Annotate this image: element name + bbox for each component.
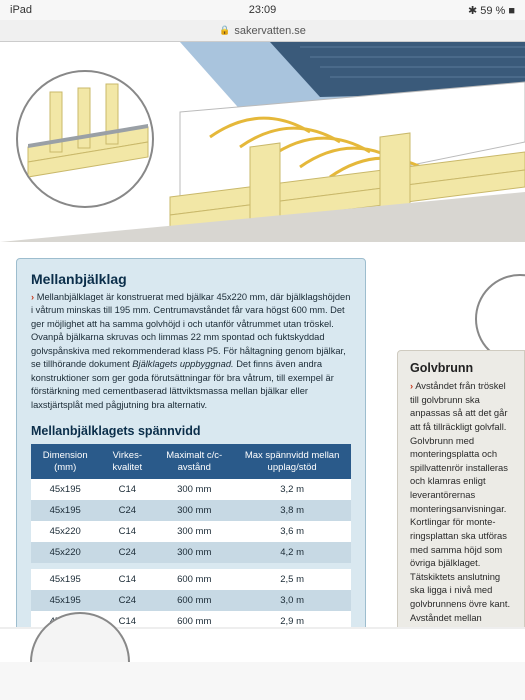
cell: 45x195 (31, 569, 99, 590)
cell: 3,0 m (233, 590, 351, 611)
battery: ✱ 59 % ■ (468, 4, 515, 17)
table-row: 45x195C24600 mm3,0 m (31, 590, 351, 611)
cell: 300 mm (155, 542, 233, 563)
cell: 300 mm (155, 479, 233, 500)
cell: 600 mm (155, 590, 233, 611)
cell: C14 (99, 569, 155, 590)
cell: 2,5 m (233, 569, 351, 590)
cell: C14 (99, 479, 155, 500)
cell: 300 mm (155, 521, 233, 542)
article-title: Mellanbjälklag (31, 271, 351, 287)
url-host: sakervatten.se (234, 25, 306, 37)
cell: 45x195 (31, 500, 99, 521)
document-page: under innerväggens regel. (0, 42, 525, 662)
cell: C24 (99, 500, 155, 521)
article-mellanbjalklag: Mellanbjälklag › Mellanbjälklaget är kon… (16, 258, 366, 662)
table-row: 45x195C14600 mm2,5 m (31, 569, 351, 590)
cell: 3,8 m (233, 500, 351, 521)
cell: 3,6 m (233, 521, 351, 542)
article-body: › Mellanbjälklaget är konstruerat med bj… (31, 291, 351, 412)
cell: 45x195 (31, 590, 99, 611)
cell: 45x195 (31, 479, 99, 500)
cell: 300 mm (155, 500, 233, 521)
cell: 4,2 m (233, 542, 351, 563)
col-header: Virkes-kvalitet (99, 444, 155, 479)
table-row: 45x195C14300 mm3,2 m (31, 479, 351, 500)
cell: 45x220 (31, 521, 99, 542)
cell: C24 (99, 590, 155, 611)
battery-pct: 59 % (480, 5, 505, 17)
cell: C24 (99, 542, 155, 563)
lock-icon: 🔒 (219, 25, 230, 36)
chevron-icon: › (410, 380, 413, 391)
cell: 45x220 (31, 542, 99, 563)
col-header: Dimension (mm) (31, 444, 99, 479)
cell: C14 (99, 521, 155, 542)
bt-icon: ✱ (468, 5, 477, 17)
status-bar: iPad 23:09 ✱ 59 % ■ (0, 0, 525, 20)
col-header: Max spännvidd mellan upplag/stöd (233, 444, 351, 479)
sidebar-golvbrunn: Golvbrunn › Avståndet från tröskel till … (397, 350, 525, 662)
detail-circle-top (16, 70, 154, 208)
chevron-icon: › (31, 292, 34, 302)
cell: 3,2 m (233, 479, 351, 500)
table-row: 45x220C24300 mm4,2 m (31, 542, 351, 563)
url-bar[interactable]: 🔒 sakervatten.se (0, 20, 525, 42)
clock: 23:09 (249, 4, 277, 16)
table-heading: Mellanbjälklagets spännvidd (31, 424, 351, 438)
col-header: Maximalt c/c-avstånd (155, 444, 233, 479)
table-row: 45x220C14300 mm3,6 m (31, 521, 351, 542)
cell: 600 mm (155, 569, 233, 590)
device-label: iPad (10, 4, 32, 16)
sidebar-body: › Avståndet från tröskel till golvbrunn … (410, 379, 514, 662)
table-row: 45x195C24300 mm3,8 m (31, 500, 351, 521)
sidebar-title: Golvbrunn (410, 361, 514, 375)
